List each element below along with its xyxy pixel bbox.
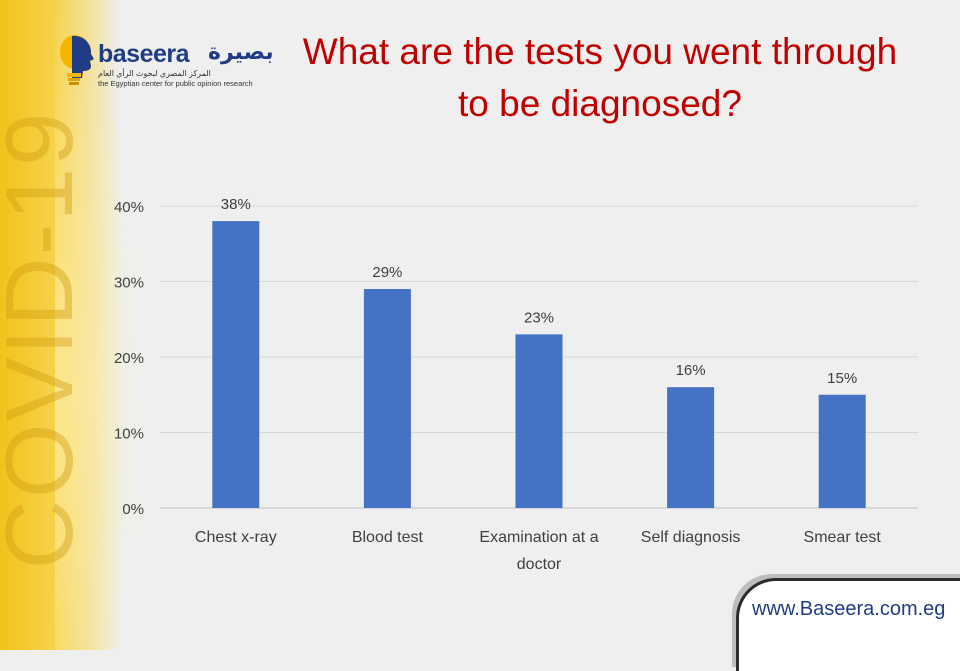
url-panel (736, 578, 960, 671)
x-tick-label: Blood test (352, 529, 424, 546)
x-tick-label: doctor (517, 556, 562, 573)
chart-title-line: What are the tests you went through (302, 31, 898, 72)
data-label: 16% (676, 362, 706, 379)
y-tick-label: 0% (122, 501, 144, 518)
data-label: 29% (372, 264, 402, 281)
bar (818, 394, 866, 508)
x-tick-label: Examination at a (479, 529, 598, 546)
x-tick-label: Smear test (804, 529, 882, 546)
data-label: 23% (524, 309, 554, 326)
brand-tagline: the Egyptian center for public opinion r… (98, 79, 253, 88)
y-tick-label: 10% (114, 426, 144, 443)
yellow-side-band (0, 0, 145, 650)
brand-arabic-name: بصيرة (208, 39, 274, 64)
brand-arabic-tagline: المركز المصري لبحوث الرأي العام (98, 69, 211, 78)
bar (363, 289, 411, 508)
chart-title-line: to be diagnosed? (458, 83, 742, 124)
baseera-logo: baseera بصيرة المركز المصري لبحوث الرأي … (58, 30, 274, 92)
data-label: 38% (221, 196, 251, 213)
data-label: 15% (827, 370, 857, 387)
x-tick-label: Self diagnosis (641, 529, 741, 546)
y-tick-label: 20% (114, 350, 144, 367)
brand-name: baseera (98, 40, 190, 68)
x-tick-label: Chest x-ray (195, 529, 277, 546)
bar (515, 334, 563, 508)
website-link[interactable]: www.Baseera.com.eg (752, 598, 946, 620)
bar (212, 221, 260, 508)
bulb-head-icon (60, 35, 94, 85)
y-tick-label: 40% (114, 199, 144, 216)
bar (667, 387, 715, 508)
y-tick-label: 30% (114, 275, 144, 292)
chart-title: What are the tests you went through to b… (280, 26, 920, 130)
bar-chart: 0% 10% 20% 30% 40% 38% Chest x-ray 29% Blood tes… (114, 196, 918, 573)
